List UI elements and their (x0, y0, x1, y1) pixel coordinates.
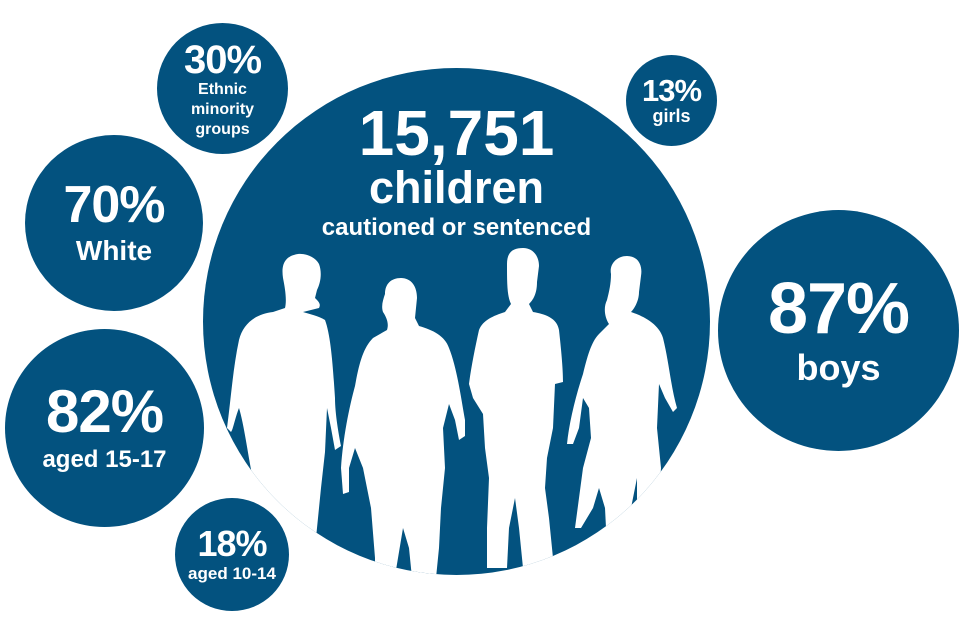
total-children-number: 15,751 (358, 97, 555, 169)
stat-value: 87% (767, 268, 910, 349)
stat-label: Ethnic (198, 80, 247, 98)
stat-label: girls (652, 105, 691, 126)
stat-aged-15-17-circle: 82% aged 15-17 (5, 329, 204, 527)
stat-boys-circle: 87% boys (718, 210, 959, 451)
stat-label: White (75, 234, 153, 266)
total-children-noun: children (368, 162, 545, 213)
stat-label: minority (190, 100, 255, 118)
main-total-circle: 15,751 children cautioned or sentenced (203, 68, 710, 575)
stat-label: aged 10-14 (188, 563, 276, 583)
stat-value: 70% (63, 175, 165, 234)
youth-silhouettes-icon (227, 248, 677, 575)
stat-label: groups (195, 120, 250, 138)
stat-white-circle: 70% White (25, 135, 203, 311)
stat-aged-10-14-circle: 18% aged 10-14 (175, 498, 289, 611)
stat-value: 30% (183, 37, 262, 82)
stat-label: boys (796, 346, 881, 388)
total-children-description: cautioned or sentenced (321, 214, 592, 241)
stat-value: 18% (197, 522, 267, 564)
stat-value: 13% (641, 72, 702, 108)
stat-label: aged 15-17 (42, 446, 167, 474)
stat-girls-circle: 13% girls (626, 55, 717, 146)
stat-ethnic-minority-circle: 30% Ethnic minority groups (157, 23, 288, 154)
stat-value: 82% (45, 378, 164, 446)
